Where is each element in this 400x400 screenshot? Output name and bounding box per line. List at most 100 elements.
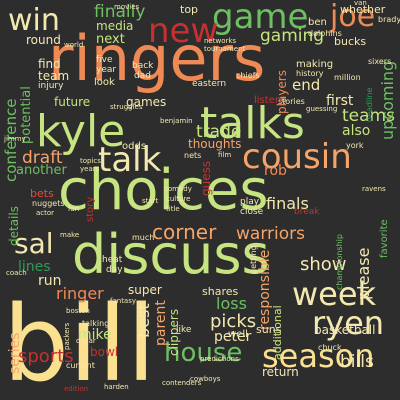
word-basketball: basketball [314, 323, 376, 337]
word-season: season [262, 337, 375, 375]
word-championship: championship [335, 234, 344, 290]
word-new: new [148, 11, 219, 51]
word-joe: joe [330, 0, 376, 34]
word-movies: movies [114, 3, 140, 11]
word-house: house [164, 338, 243, 368]
word-fantasy: fantasy [110, 297, 137, 305]
word-close: close [240, 207, 264, 217]
word-bucks: bucks [334, 35, 367, 48]
word-trade: trade [196, 122, 242, 142]
word-picks: picks [210, 311, 257, 332]
word-favorite: favorite [379, 219, 390, 258]
word-show: show [300, 254, 347, 275]
word-history: history [296, 69, 324, 78]
word-nets: nets [184, 151, 202, 160]
word-please: please [354, 247, 373, 300]
word-suns: suns [256, 323, 282, 336]
word-like: like [176, 325, 192, 335]
word-topics: topics [80, 157, 101, 165]
word-kyle: kyle [36, 106, 126, 157]
word-games: games [126, 95, 167, 109]
word-game: game [212, 0, 309, 37]
word-eastern: eastern [192, 79, 227, 89]
word-talks: talks [200, 98, 305, 149]
word-guessing: guessing [306, 105, 338, 113]
word-making: making [296, 59, 334, 70]
word-fan: fan [68, 205, 80, 213]
word-bill: bill [3, 283, 156, 400]
word-dad: dad [134, 71, 151, 81]
word-start: start [142, 197, 159, 205]
word-next: next [96, 32, 125, 47]
word-players: players [275, 70, 289, 114]
word-packers: packers [63, 322, 71, 350]
word-comedy: comedy [164, 185, 192, 193]
word-end: end [292, 76, 321, 94]
word-injury: injury [38, 81, 64, 91]
word-five: five [96, 55, 113, 65]
word-finally: finally [94, 2, 146, 22]
word-loss: loss [216, 294, 247, 313]
word-win: win [8, 3, 60, 38]
word-bowl: bowl [90, 345, 119, 359]
word-responsible: responsible [257, 249, 273, 330]
word-find: find [38, 57, 61, 71]
word-media: media [96, 19, 134, 33]
word-ryen: ryen [312, 304, 385, 342]
word-upcoming: upcoming [378, 60, 397, 140]
word-chiefs: chiefs [236, 71, 260, 80]
word-day: day [106, 265, 123, 275]
word-back: back [132, 61, 154, 71]
word-bets: bets [30, 187, 54, 200]
word-chuck: chuck [318, 343, 342, 352]
word-mike: mike [78, 327, 112, 343]
word-actor: actor [36, 209, 55, 217]
word-dollar: dollar [76, 337, 96, 345]
word-whether: whether [340, 3, 386, 16]
word-sal: sal [14, 227, 54, 260]
word-deadline: deadline [365, 87, 374, 122]
word-odds: odds [122, 141, 147, 152]
word-ravens: ravens [362, 185, 386, 193]
word-round: round [26, 33, 61, 47]
word-years: years [80, 165, 100, 173]
word-coach: coach [6, 269, 27, 277]
word-sixers: sixers [368, 57, 392, 66]
word-team: team [38, 69, 70, 83]
word-current: current [66, 361, 95, 370]
word-cousin: cousin [242, 137, 352, 177]
word-ringer: ringer [56, 284, 104, 303]
word-thoughts: thoughts [188, 137, 242, 151]
word-million: million [334, 73, 361, 82]
word-finals: finals [266, 194, 309, 213]
word-heat: heat [102, 255, 123, 265]
word-well: well [228, 329, 248, 340]
word-discuss: discuss [72, 223, 270, 286]
word-story: story [85, 196, 96, 222]
word-teams: teams [342, 106, 395, 126]
word-choices: choices [58, 158, 269, 223]
word-gaming: gaming [260, 26, 325, 46]
word-jimmy: jimmy [4, 135, 26, 143]
word-rob: rob [264, 163, 287, 179]
word-listen: listen [254, 95, 282, 106]
word-future: future [54, 95, 91, 109]
word-another: another [16, 163, 67, 178]
word-return: return [262, 365, 299, 379]
word-look: look [94, 77, 115, 88]
word-top: top [180, 3, 199, 16]
word-super: super [128, 283, 162, 297]
word-break: break [294, 207, 320, 217]
word-draft: draft [22, 148, 63, 168]
word-ben: ben [308, 17, 327, 28]
word-details: details [7, 206, 21, 246]
word-van: van [354, 0, 367, 7]
word-year: year [96, 65, 117, 75]
word-guess: guess [199, 160, 213, 196]
word-series: series [7, 332, 23, 374]
word-much: much [132, 233, 155, 242]
word-best: best [134, 303, 153, 338]
word-sports: sports [18, 346, 74, 367]
word-struggles: struggles [110, 103, 143, 111]
word-edition: edition [64, 385, 89, 393]
